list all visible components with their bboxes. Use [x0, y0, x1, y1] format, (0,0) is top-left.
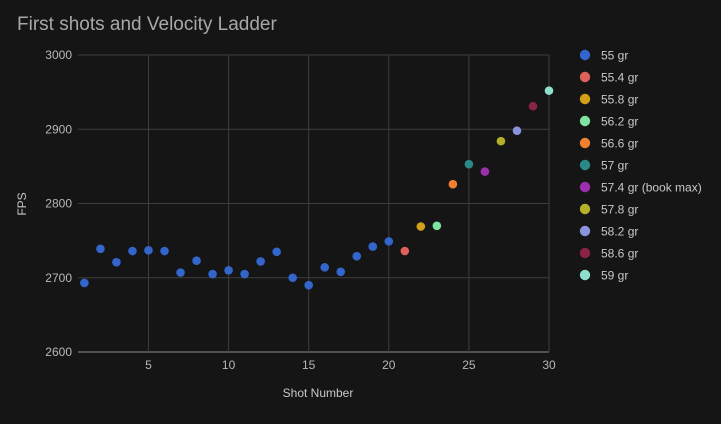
data-point: [352, 251, 362, 261]
data-point: [480, 167, 490, 176]
legend-label: 57.4 gr (book max): [601, 181, 702, 195]
legend-marker: [579, 247, 591, 259]
legend-label: 55.8 gr: [601, 93, 638, 107]
data-point: [176, 268, 185, 277]
y-tick-label: 2600: [45, 345, 72, 359]
x-axis-label: Shot Number: [283, 386, 354, 400]
data-point: [304, 280, 313, 290]
data-point: [400, 246, 410, 256]
data-point: [272, 247, 281, 257]
data-point: [128, 246, 137, 256]
data-point: [256, 257, 265, 266]
legend-marker: [579, 203, 591, 215]
legend-marker: [579, 225, 591, 237]
data-point: [496, 136, 506, 146]
data-point: [416, 222, 426, 231]
x-tick-label: 20: [382, 358, 396, 372]
legend-marker: [579, 137, 591, 149]
data-point: [384, 237, 394, 246]
data-points: [80, 86, 554, 290]
x-tick-label: 10: [222, 358, 236, 372]
data-point: [96, 244, 105, 254]
data-point: [368, 242, 378, 251]
x-tick-label: 25: [462, 358, 476, 372]
data-point: [288, 273, 297, 283]
x-tick-label: 15: [302, 358, 316, 372]
legend: 55 gr 55.4 gr 55.8 gr 56.2 gr 56.6 gr 57 gr 57…: [579, 49, 702, 283]
data-point: [544, 86, 554, 95]
axes: 2600 2700 2800 2900 3000 5 10 15 20 25 30: [45, 48, 556, 372]
data-point: [224, 266, 233, 275]
y-axis-label: FPS: [15, 192, 29, 215]
legend-marker: [579, 71, 591, 83]
y-tick-label: 3000: [45, 48, 72, 62]
y-tick-label: 2900: [45, 122, 72, 136]
data-point: [112, 257, 121, 267]
legend-marker: [579, 115, 591, 127]
y-tick-label: 2700: [45, 271, 72, 285]
y-tick-label: 2800: [45, 197, 72, 211]
data-point: [80, 278, 89, 288]
data-point: [528, 101, 538, 111]
legend-marker: [579, 181, 591, 193]
legend-label: 56.6 gr: [601, 137, 638, 151]
data-point: [208, 269, 217, 279]
data-point: [432, 221, 442, 231]
data-point: [336, 267, 346, 277]
data-point: [144, 245, 153, 255]
legend-marker: [579, 159, 591, 171]
legend-marker: [579, 49, 591, 61]
legend-label: 58.2 gr: [601, 225, 638, 239]
data-point: [464, 159, 474, 169]
data-point: [240, 269, 249, 279]
legend-label: 57.8 gr: [601, 203, 638, 217]
x-tick-label: 30: [542, 358, 556, 372]
data-point: [192, 256, 201, 265]
legend-label: 55.4 gr: [601, 71, 638, 85]
legend-marker: [579, 93, 591, 105]
data-point: [448, 179, 458, 189]
legend-label: 58.6 gr: [601, 247, 638, 261]
x-tick-label: 5: [145, 358, 152, 372]
legend-marker: [579, 269, 591, 281]
legend-label: 56.2 gr: [601, 115, 638, 129]
data-point: [320, 263, 330, 272]
gridlines: [78, 54, 550, 353]
data-point: [160, 246, 169, 256]
legend-label: 59 gr: [601, 269, 628, 283]
legend-label: 55 gr: [601, 49, 628, 63]
legend-label: 57 gr: [601, 159, 628, 173]
chart-title: First shots and Velocity Ladder: [17, 14, 277, 35]
data-point: [512, 126, 522, 136]
